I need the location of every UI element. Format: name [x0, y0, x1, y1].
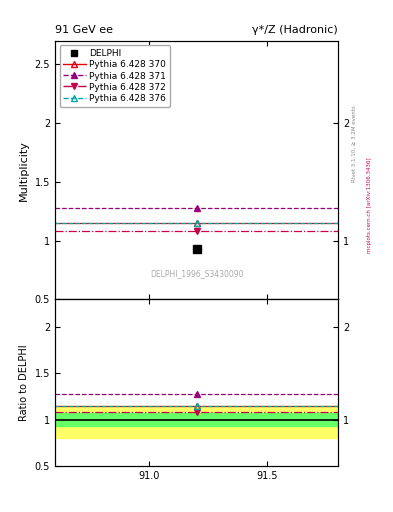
Text: Rivet 3.1.10, ≥ 3.2M events: Rivet 3.1.10, ≥ 3.2M events [352, 105, 357, 182]
Text: mcplots.cern.ch [arXiv:1306.3436]: mcplots.cern.ch [arXiv:1306.3436] [367, 157, 373, 252]
Text: DELPHI_1996_S3430090: DELPHI_1996_S3430090 [150, 270, 243, 279]
Bar [55, 406, 338, 438]
Bar [55, 413, 338, 426]
Y-axis label: Multiplicity: Multiplicity [19, 140, 29, 201]
Text: 91 GeV ee: 91 GeV ee [55, 25, 113, 34]
Legend: DELPHI, Pythia 6.428 370, Pythia 6.428 371, Pythia 6.428 372, Pythia 6.428 376: DELPHI, Pythia 6.428 370, Pythia 6.428 3… [59, 46, 170, 106]
Text: γ*/Z (Hadronic): γ*/Z (Hadronic) [252, 25, 338, 34]
Y-axis label: Ratio to DELPHI: Ratio to DELPHI [19, 344, 29, 421]
